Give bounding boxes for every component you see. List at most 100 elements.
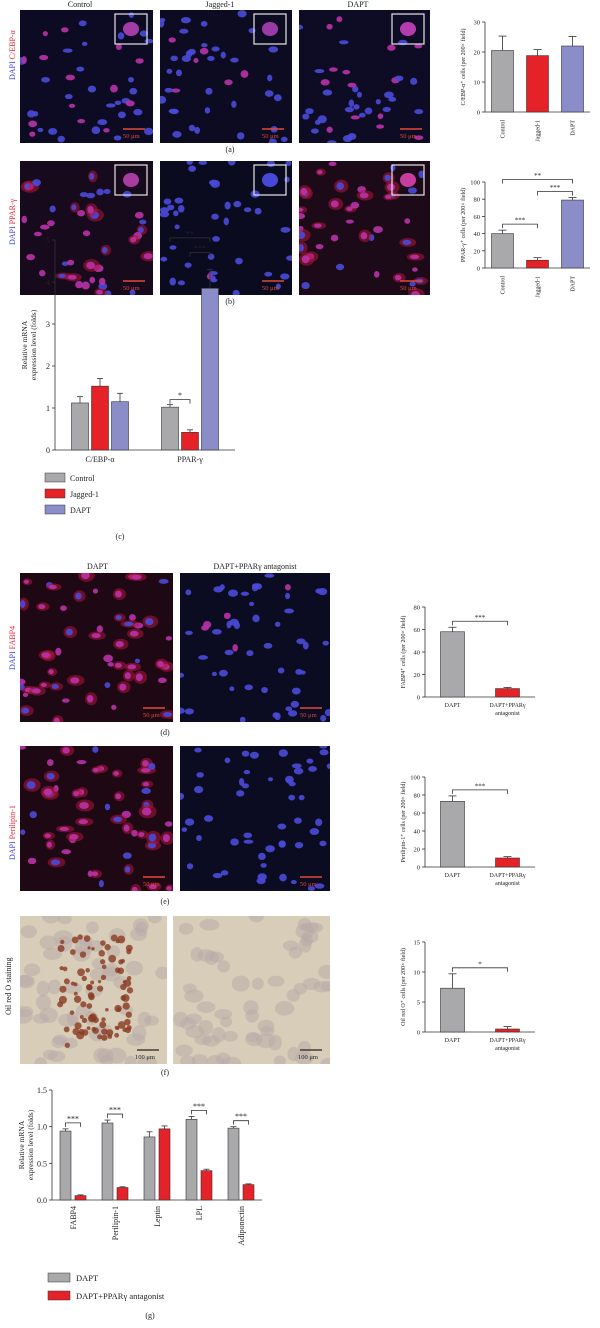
x-tick-label: C/EBP-α [85,455,115,464]
legend-label: Jagged-1 [70,490,99,499]
bar [561,45,584,113]
bar-chart-d: 0 20 40 60 80 FABP4⁺ cells (per 200× field) DA… [400,605,535,717]
legend-label: Control [70,474,95,483]
significance-bracket [107,1113,123,1119]
bar-chart-c: 0 1 2 3 4 5 Relative mRNAexpression level (fol… [20,229,235,515]
x-tick-label: PPAR-γ [177,455,203,464]
micrograph-d-dapt: 50 μm [20,573,173,722]
y-tick-label: 5 [417,1000,420,1007]
y-tick-label: 0 [477,110,480,117]
significance-bracket [502,223,538,229]
y-tick-label: 20 [414,672,421,679]
significance-bracket [65,1122,81,1127]
y-tick-label: 1.5 [37,1086,47,1095]
y-tick-label: 0 [46,446,50,455]
y-tick-label: 20 [474,50,481,57]
y-tick-label: 0 [417,695,420,702]
legend-label: DAPT [76,1273,99,1283]
y-tick-label: 20 [474,248,481,255]
bar [185,1119,198,1201]
bar [227,1127,240,1201]
svg-text:50 μm: 50 μm [300,712,317,719]
y-axis-label: PPAR-γ⁺ cells (per 200× field) [460,188,467,262]
significance-label: *** [550,184,561,192]
y-tick-label: 0 [477,266,480,273]
x-tick-label: DAPT [445,703,461,709]
significance-label: *** [67,1114,79,1123]
bar [561,199,584,269]
y-tick-label: 100 [470,180,480,187]
significance-bracket [169,237,211,242]
significance-bracket [452,789,508,794]
x-tick-label: DAPT [445,1038,461,1044]
column-label-control: Control [67,0,93,9]
x-tick-label: DAPT [571,276,577,292]
y-axis-label: Relative mRNAexpression level (folds) [17,1109,35,1180]
svg-text:50 μm: 50 μm [400,285,417,292]
y-axis-label: Perilipin-1⁺ cells (per 200× field) [400,782,407,863]
significance-bracket [169,399,191,404]
bar [111,401,129,451]
x-tick-label: DAPT [571,120,577,136]
bar [440,631,465,698]
y-axis-label: Relative mRNAexpression level (folds) [20,309,38,380]
y-tick-label: 60 [414,811,421,818]
bar [526,259,549,269]
svg-text:50 μm: 50 μm [400,133,417,140]
y-tick-label: 40 [474,231,481,238]
y-tick-label: 0.5 [37,1159,47,1168]
stain-label-e: DAPI Perilipin-1 [8,805,17,860]
y-tick-label: 60 [414,627,421,634]
svg-text:100 μm: 100 μm [298,1054,318,1061]
x-tick-label: DAPT+PPARγ antagonist [489,1038,526,1052]
panel-letter-c: (c) [115,532,125,541]
x-tick-label: DAPT+PPARγ antagonist [489,703,526,717]
svg-text:100 μm: 100 μm [135,1054,155,1061]
significance-bracket [189,252,211,257]
bar [242,1184,255,1201]
y-tick-label: 40 [414,829,421,836]
bar [495,1028,520,1033]
legend-swatch [47,1290,71,1301]
panel-letter-d: (d) [160,728,170,737]
bar [143,1136,156,1201]
significance-bracket [502,179,573,184]
y-tick-label: 10 [414,970,421,977]
y-tick-label: 5 [46,236,50,245]
bar [59,1130,72,1201]
column-label-d-antagonist: DAPT+PPARγ antagonist [213,562,297,571]
significance-label: *** [235,1112,247,1121]
svg-text:50 μm: 50 μm [143,881,160,888]
x-tick-label: Control [501,276,507,295]
y-tick-label: 1.0 [37,1123,47,1132]
column-label-jagged: Jagged-1 [205,0,235,9]
significance-label: *** [109,1106,121,1115]
x-tick-label: LPL [195,1206,204,1220]
bar [91,385,109,451]
bar [158,1128,171,1201]
x-tick-label: FABP4 [69,1206,78,1229]
bar-chart-g: 0.0 0.5 1.0 1.5 Relative mRNAexpression leve… [17,1086,262,1301]
x-tick-label: DAPT+PPARγ antagonist [489,873,526,887]
legend-label: DAPT+PPARγ antagonist [76,1291,165,1301]
panel-letter-f: (f) [161,1068,169,1077]
column-label-dapt: DAPT [347,0,369,9]
bar [440,987,465,1033]
y-tick-label: 0 [417,1030,420,1037]
y-tick-label: 0 [417,865,420,872]
micrograph-a-jagged: 50 μm [160,10,292,143]
y-axis-label: C/EBP-α⁺ cells (per 200× field) [460,28,467,105]
significance-label: *** [475,782,486,790]
panel-letter-b: (b) [225,297,235,306]
x-tick-label: Perilipin-1 [111,1206,120,1240]
svg-text:50 μm: 50 μm [123,285,140,292]
micrograph-e-antagonist: 50 μm [180,746,330,891]
x-tick-label: Adiponectin [237,1206,246,1246]
micrograph-b-jagged: 50 μm [160,161,292,295]
bar [491,233,514,269]
bar [440,800,465,868]
bar [116,1187,129,1201]
significance-bracket [191,1110,207,1115]
y-tick-label: 80 [474,197,481,204]
